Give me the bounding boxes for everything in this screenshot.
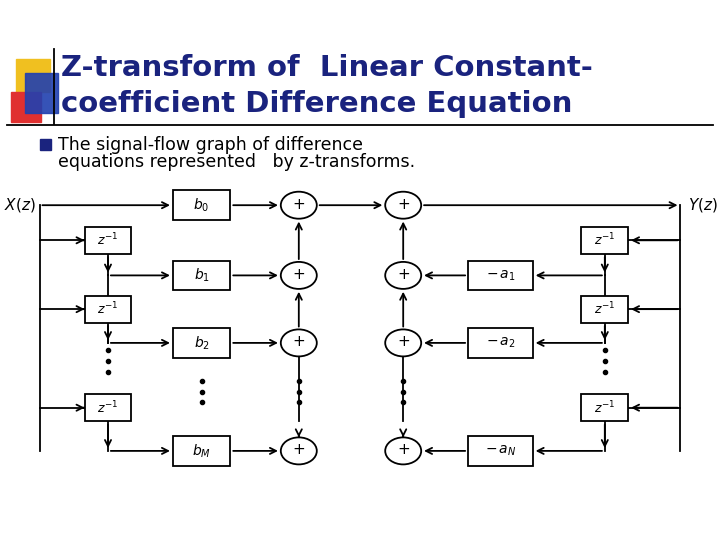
Text: $z^{-1}$: $z^{-1}$: [97, 232, 119, 248]
Text: $+$: $+$: [397, 267, 410, 282]
Text: $+$: $+$: [292, 442, 305, 457]
Text: $-\,a_1$: $-\,a_1$: [485, 268, 516, 282]
Circle shape: [385, 437, 421, 464]
Text: coefficient Difference Equation: coefficient Difference Equation: [61, 90, 572, 118]
Circle shape: [281, 329, 317, 356]
Bar: [85, 227, 132, 254]
Text: equations represented   by z-transforms.: equations represented by z-transforms.: [58, 153, 415, 171]
Bar: [16, 59, 50, 92]
Bar: [468, 436, 533, 465]
Bar: [582, 227, 628, 254]
Bar: [173, 328, 230, 358]
Text: $b_0$: $b_0$: [194, 197, 210, 214]
Text: $+$: $+$: [397, 334, 410, 349]
Bar: [173, 436, 230, 465]
Text: $+$: $+$: [397, 442, 410, 457]
Bar: [468, 261, 533, 291]
Text: $+$: $+$: [292, 334, 305, 349]
Text: $z^{-1}$: $z^{-1}$: [97, 400, 119, 416]
Circle shape: [281, 262, 317, 289]
Text: $-\,a_2$: $-\,a_2$: [485, 336, 516, 350]
Text: $+$: $+$: [292, 267, 305, 282]
Text: $X(z)$: $X(z)$: [4, 196, 36, 214]
Text: Z-transform of  Linear Constant-: Z-transform of Linear Constant-: [61, 53, 593, 82]
Text: $+$: $+$: [397, 197, 410, 212]
Text: $-\,a_N$: $-\,a_N$: [485, 444, 516, 458]
Text: $z^{-1}$: $z^{-1}$: [594, 400, 616, 416]
Bar: [11, 92, 41, 122]
Circle shape: [385, 329, 421, 356]
Circle shape: [385, 192, 421, 219]
Text: $z^{-1}$: $z^{-1}$: [594, 232, 616, 248]
Text: The signal-flow graph of difference: The signal-flow graph of difference: [58, 136, 363, 154]
Bar: [25, 73, 58, 113]
Text: $b_1$: $b_1$: [194, 267, 210, 284]
Circle shape: [281, 437, 317, 464]
Text: $b_2$: $b_2$: [194, 334, 210, 352]
Circle shape: [281, 192, 317, 219]
Bar: [582, 394, 628, 421]
Text: $z^{-1}$: $z^{-1}$: [594, 301, 616, 318]
Bar: [85, 296, 132, 322]
Bar: [468, 328, 533, 358]
Circle shape: [385, 262, 421, 289]
Bar: [40, 139, 51, 150]
Bar: [85, 394, 132, 421]
Text: $b_M$: $b_M$: [192, 442, 211, 460]
Text: $z^{-1}$: $z^{-1}$: [97, 301, 119, 318]
Bar: [173, 261, 230, 291]
Bar: [582, 296, 628, 322]
Text: $Y(z)$: $Y(z)$: [688, 196, 717, 214]
Bar: [173, 190, 230, 220]
Text: $+$: $+$: [292, 197, 305, 212]
